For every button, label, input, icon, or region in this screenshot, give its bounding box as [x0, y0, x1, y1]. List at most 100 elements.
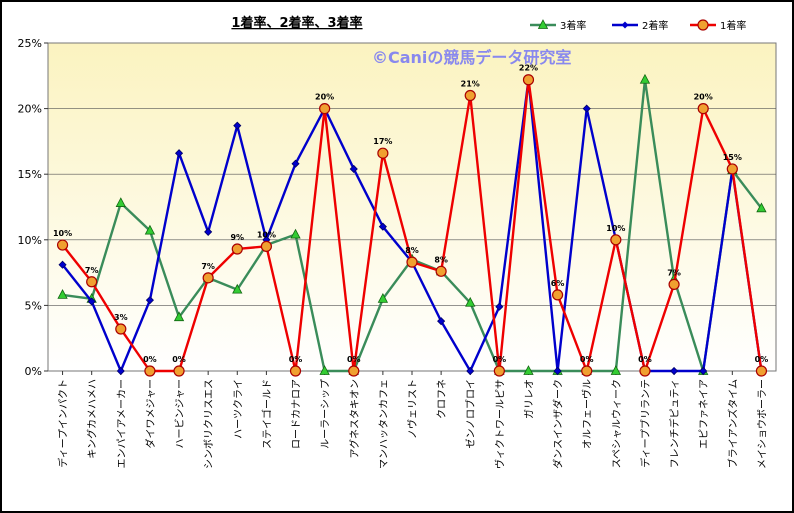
data-point	[464, 89, 476, 102]
data-point	[639, 365, 651, 377]
x-tick-label: ディープブリランテ	[639, 379, 652, 468]
data-label: 6%	[551, 279, 565, 288]
data-label: 0%	[755, 355, 769, 364]
data-point	[435, 265, 447, 277]
data-point	[202, 272, 214, 284]
chart-title: 1着率、2着率、3着率	[231, 15, 362, 31]
series-group	[56, 73, 768, 377]
x-tick-label: エンパイアメーカー	[116, 379, 128, 469]
x-tick-label: ヴィクトワールピサ	[493, 379, 506, 469]
data-point	[87, 297, 96, 306]
x-tick-label: キングカメハメハ	[86, 379, 99, 459]
x-tick-label: アグネスタキオン	[348, 379, 361, 459]
data-point	[610, 234, 622, 246]
data-point	[377, 292, 389, 303]
data-label: 15%	[723, 153, 742, 162]
series-circle	[56, 74, 768, 377]
x-tick-label: ルーラーシップ	[320, 379, 332, 449]
data-point	[57, 289, 68, 299]
data-label: 3%	[114, 313, 128, 322]
y-tick-label: 5%	[25, 299, 42, 312]
data-point	[145, 296, 154, 305]
data-label: 10%	[53, 229, 72, 238]
data-point	[173, 365, 185, 377]
data-point	[582, 104, 591, 113]
data-point	[231, 243, 243, 255]
data-point	[260, 240, 272, 252]
legend-label: 1着率	[720, 19, 746, 32]
legend-marker	[537, 19, 549, 29]
data-point	[349, 164, 358, 174]
x-tick-label: ガリレオ	[523, 379, 535, 419]
x-tick-label: ゼンノロブロイ	[464, 379, 477, 449]
data-label: 20%	[694, 93, 713, 102]
data-label: 7%	[85, 266, 99, 275]
data-label: 0%	[493, 355, 507, 364]
data-point	[670, 366, 679, 376]
data-point	[173, 311, 185, 322]
x-tick-label: ロードカナロア	[291, 379, 303, 449]
watermark: ©Caniの競馬データ研究室	[372, 48, 571, 67]
data-point	[58, 260, 67, 269]
data-point	[406, 256, 418, 268]
data-point	[726, 163, 738, 175]
data-label: 0%	[143, 355, 157, 364]
data-point	[348, 365, 360, 377]
x-tick-label: フレンチデピュティ	[668, 379, 681, 468]
data-label: 7%	[667, 268, 681, 277]
legend-label: 2着率	[642, 19, 668, 32]
data-label: 9%	[230, 233, 244, 242]
x-tick-label: スペシャルウィーク	[611, 379, 623, 468]
data-point	[466, 366, 475, 376]
x-tick-label: ブライアンズタイム	[726, 379, 739, 468]
plot-area	[47, 42, 777, 372]
x-tick-label: ハーツクライ	[232, 379, 244, 439]
data-point	[86, 276, 98, 288]
x-tick-label: クロフネ	[436, 379, 448, 419]
data-point	[437, 317, 446, 326]
x-tick-label: ハービンジャー	[174, 379, 186, 449]
data-point	[290, 228, 301, 239]
data-point	[291, 159, 300, 168]
data-point	[319, 102, 331, 115]
data-label: 0%	[347, 355, 361, 364]
x-tick-label: オルフェーヴル	[581, 379, 594, 449]
data-point	[699, 366, 708, 376]
data-point	[495, 302, 504, 311]
x-tick-label: ディープインパクト	[57, 379, 70, 468]
data-label: 10%	[606, 224, 625, 233]
x-tick-label: エピファネイア	[698, 379, 710, 449]
data-point	[465, 296, 476, 307]
data-point	[553, 366, 562, 376]
data-label: 21%	[461, 79, 480, 88]
data-point	[522, 74, 535, 86]
data-label: 0%	[172, 355, 186, 364]
data-point	[115, 323, 127, 335]
data-label: 17%	[373, 137, 392, 146]
legend-marker	[621, 21, 629, 29]
x-tick-label: ノヴェリスト	[406, 379, 419, 439]
data-label: 20%	[315, 93, 334, 102]
data-label: 22%	[519, 64, 538, 73]
data-point	[378, 222, 387, 231]
data-point	[56, 239, 69, 251]
data-point	[639, 73, 651, 84]
data-point	[551, 289, 564, 301]
data-label: 10%	[257, 230, 276, 239]
y-tick-label: 10%	[18, 234, 42, 247]
data-point	[144, 224, 156, 235]
data-point	[232, 283, 243, 294]
x-tick-label: ダイワメジャー	[144, 379, 157, 449]
y-tick-label: 20%	[18, 103, 42, 116]
data-point	[115, 197, 126, 207]
data-point	[493, 365, 505, 377]
data-label: 0%	[638, 355, 652, 364]
data-point	[319, 365, 330, 375]
data-point	[581, 365, 593, 377]
data-point	[756, 202, 767, 213]
data-label: 8%	[434, 255, 448, 264]
data-point	[204, 227, 213, 236]
data-point	[668, 278, 680, 291]
data-point	[174, 149, 184, 158]
